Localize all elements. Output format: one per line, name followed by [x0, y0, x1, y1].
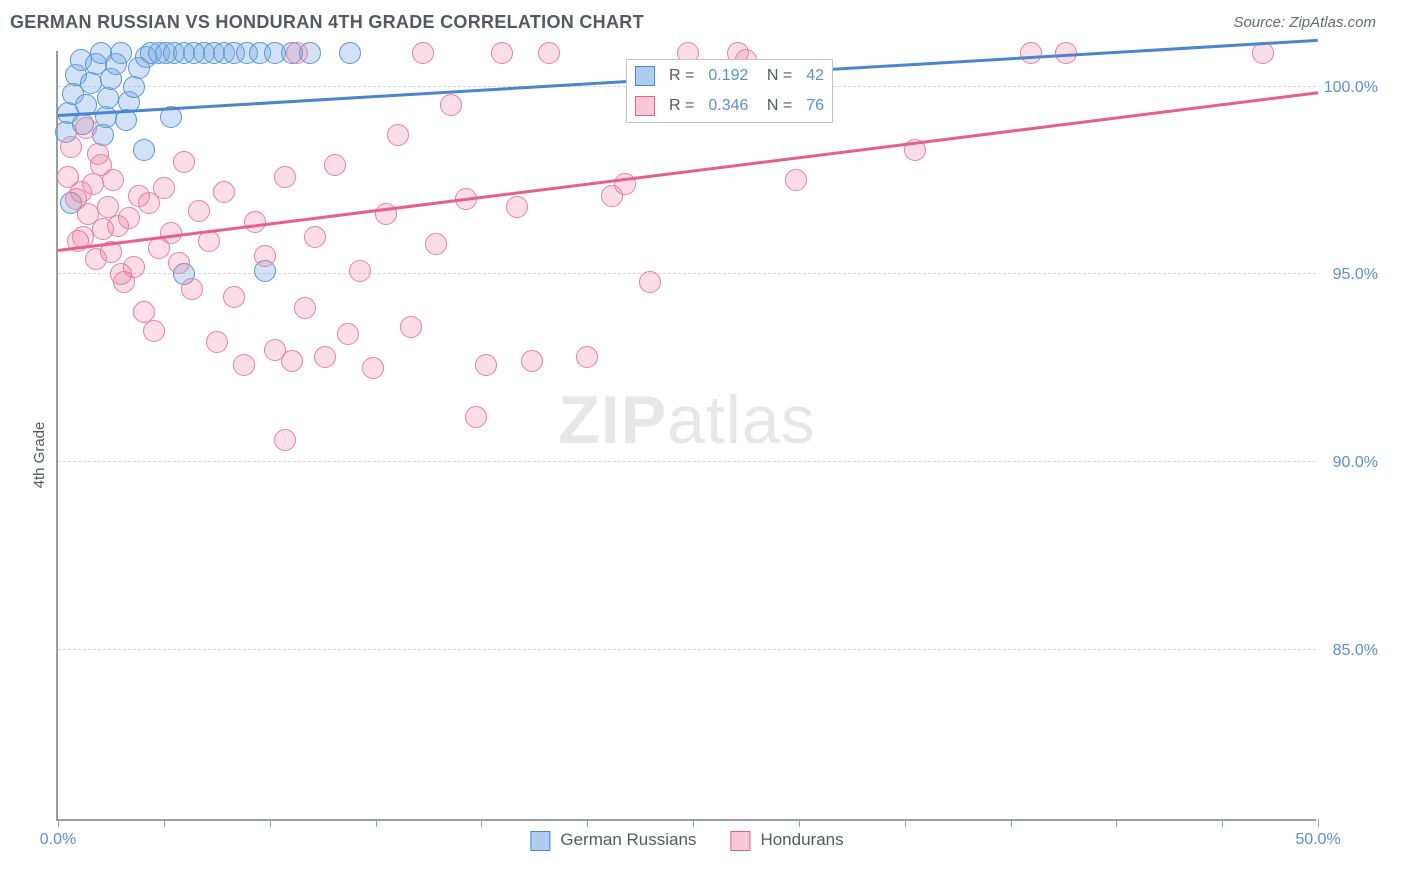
scatter-point: [506, 196, 528, 218]
scatter-point: [465, 406, 487, 428]
y-tick-label: 100.0%: [1324, 79, 1378, 97]
x-tick: [164, 819, 165, 827]
legend-swatch: [635, 96, 655, 116]
scatter-point: [188, 200, 210, 222]
legend-n-label: N =: [756, 62, 798, 90]
x-tick: [1318, 819, 1319, 827]
legend-swatch: [530, 831, 550, 851]
scatter-point: [153, 177, 175, 199]
scatter-point: [349, 260, 371, 282]
x-tick: [1116, 819, 1117, 827]
scatter-point: [475, 354, 497, 376]
legend-n-value: 42: [800, 62, 830, 90]
scatter-point: [538, 42, 560, 64]
scatter-point: [362, 357, 384, 379]
gridline-h: [58, 649, 1316, 650]
y-tick-label: 95.0%: [1333, 266, 1378, 284]
scatter-point: [181, 278, 203, 300]
legend-item: Hondurans: [730, 830, 843, 851]
scatter-point: [123, 256, 145, 278]
scatter-point: [244, 211, 266, 233]
scatter-point: [337, 323, 359, 345]
x-tick: [905, 819, 906, 827]
legend-r-value: 0.192: [702, 62, 754, 90]
scatter-point: [304, 226, 326, 248]
scatter-point: [95, 106, 117, 128]
scatter-point: [97, 87, 119, 109]
legend-n-label: N =: [756, 92, 798, 120]
scatter-point: [133, 139, 155, 161]
scatter-point: [254, 245, 276, 267]
scatter-point: [123, 76, 145, 98]
scatter-point: [324, 154, 346, 176]
scatter-point: [387, 124, 409, 146]
plot-container: 4th Grade ZIPatlas 85.0%90.0%95.0%100.0%…: [10, 51, 1390, 859]
scatter-point: [173, 151, 195, 173]
scatter-point: [274, 166, 296, 188]
scatter-point: [143, 320, 165, 342]
series-legend: German Russians Hondurans: [530, 830, 843, 851]
scatter-point: [75, 117, 97, 139]
x-tick: [481, 819, 482, 827]
scatter-point: [425, 233, 447, 255]
x-tick-label: 0.0%: [40, 831, 76, 849]
legend-swatch: [635, 66, 655, 86]
legend-n-value: 76: [800, 92, 830, 120]
scatter-point: [1020, 42, 1042, 64]
scatter-point: [521, 350, 543, 372]
legend-r-label: R =: [663, 92, 700, 120]
scatter-point: [233, 354, 255, 376]
scatter-point: [223, 286, 245, 308]
x-tick: [799, 819, 800, 827]
legend-r-label: R =: [663, 62, 700, 90]
x-tick: [270, 819, 271, 827]
x-tick: [693, 819, 694, 827]
scatter-point: [576, 346, 598, 368]
x-tick: [587, 819, 588, 827]
x-tick: [1011, 819, 1012, 827]
x-tick-label: 50.0%: [1295, 831, 1340, 849]
legend-swatch: [730, 831, 750, 851]
legend-r-value: 0.346: [702, 92, 754, 120]
scatter-point: [491, 42, 513, 64]
scatter-point: [400, 316, 422, 338]
watermark: ZIPatlas: [558, 381, 815, 459]
scatter-point: [339, 42, 361, 64]
source-attribution: Source: ZipAtlas.com: [1233, 14, 1376, 31]
scatter-point: [82, 173, 104, 195]
y-tick-label: 90.0%: [1333, 454, 1378, 472]
scatter-point: [412, 42, 434, 64]
x-tick: [58, 819, 59, 827]
x-tick: [376, 819, 377, 827]
scatter-plot: ZIPatlas 85.0%90.0%95.0%100.0%0.0%50.0%R…: [56, 51, 1316, 821]
scatter-point: [440, 94, 462, 116]
scatter-point: [274, 429, 296, 451]
scatter-point: [639, 271, 661, 293]
scatter-point: [281, 350, 303, 372]
scatter-point: [314, 346, 336, 368]
gridline-h: [58, 273, 1316, 274]
scatter-point: [785, 169, 807, 191]
scatter-point: [168, 252, 190, 274]
stats-legend: R =0.192 N =42 R =0.346 N =76: [626, 59, 833, 123]
x-tick: [1222, 819, 1223, 827]
legend-label: German Russians: [560, 830, 696, 849]
scatter-point: [206, 331, 228, 353]
gridline-h: [58, 461, 1316, 462]
scatter-point: [118, 207, 140, 229]
scatter-point: [286, 42, 308, 64]
legend-label: Hondurans: [760, 830, 843, 849]
legend-item: German Russians: [530, 830, 696, 851]
y-tick-label: 85.0%: [1333, 642, 1378, 660]
scatter-point: [102, 169, 124, 191]
scatter-point: [213, 181, 235, 203]
scatter-point: [294, 297, 316, 319]
scatter-point: [60, 136, 82, 158]
y-axis-label: 4th Grade: [31, 422, 48, 489]
chart-title: GERMAN RUSSIAN VS HONDURAN 4TH GRADE COR…: [10, 12, 644, 33]
